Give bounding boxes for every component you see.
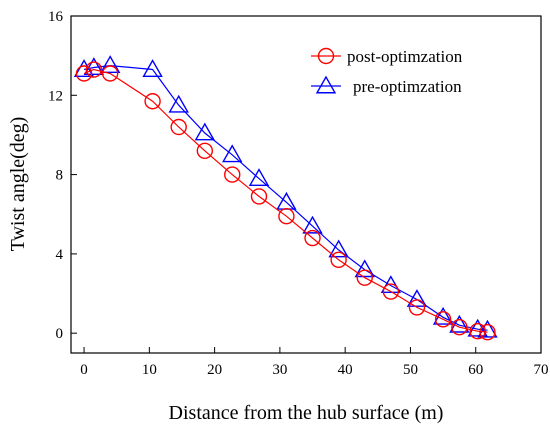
- data-point: [408, 299, 426, 316]
- data-point: [224, 166, 241, 183]
- data-point: [168, 94, 189, 113]
- data-point: [477, 319, 498, 338]
- plot-frame: [70, 15, 542, 354]
- y-tick-label: 12: [48, 88, 63, 104]
- y-tick-label: 0: [56, 326, 64, 342]
- x-tick-label: 70: [534, 362, 549, 378]
- y-axis: 0 4 8 12 16: [48, 9, 77, 342]
- data-point: [328, 239, 349, 258]
- data-point: [99, 55, 121, 74]
- data-point: [222, 144, 243, 163]
- data-point: [250, 188, 268, 205]
- series-layer: [73, 55, 498, 341]
- series-0: [75, 61, 496, 341]
- legend-label: pre-optimzation: [353, 77, 462, 96]
- data-point: [101, 65, 119, 82]
- data-point: [434, 311, 452, 328]
- data-point: [304, 229, 321, 247]
- data-point: [248, 168, 270, 187]
- x-tick-label: 60: [468, 362, 483, 378]
- data-point: [467, 318, 488, 337]
- data-point: [194, 122, 216, 141]
- legend: post-optimzation pre-optimzation: [311, 47, 463, 96]
- data-point: [83, 57, 105, 75]
- y-tick-label: 8: [56, 168, 64, 184]
- x-axis-label: Distance from the hub surface (m): [169, 402, 444, 424]
- data-point: [276, 191, 297, 210]
- x-tick-label: 30: [272, 362, 287, 378]
- data-point: [142, 59, 163, 77]
- data-point: [170, 118, 187, 136]
- data-point: [330, 251, 347, 269]
- data-point: [432, 306, 454, 325]
- data-point: [469, 322, 486, 340]
- x-tick-label: 0: [80, 362, 88, 378]
- x-axis: 0 10 20 30 40 50 60 70: [80, 347, 549, 378]
- data-point: [278, 208, 295, 225]
- series-line: [83, 64, 488, 331]
- y-tick-label: 16: [48, 9, 64, 25]
- data-point: [356, 269, 373, 286]
- data-point: [449, 314, 470, 333]
- data-point: [144, 93, 161, 110]
- data-point: [75, 65, 93, 82]
- data-point: [85, 61, 103, 78]
- y-tick-label: 4: [56, 247, 64, 263]
- data-point: [406, 289, 428, 307]
- x-tick-label: 50: [403, 362, 418, 378]
- legend-marker: [317, 47, 335, 65]
- data-point: [196, 142, 214, 160]
- data-point: [380, 275, 402, 294]
- x-tick-label: 20: [207, 362, 222, 378]
- data-point: [451, 319, 468, 336]
- x-tick-label: 40: [338, 362, 353, 378]
- legend-label: post-optimzation: [347, 47, 463, 66]
- legend-marker: [315, 75, 337, 94]
- data-point: [479, 323, 496, 341]
- data-point: [302, 215, 323, 234]
- x-tick-label: 10: [142, 362, 157, 378]
- y-axis-label: Twist angle(deg): [7, 117, 29, 252]
- series-line: [83, 68, 488, 333]
- series-1: [73, 55, 498, 338]
- data-point: [382, 283, 400, 300]
- data-point: [354, 259, 375, 278]
